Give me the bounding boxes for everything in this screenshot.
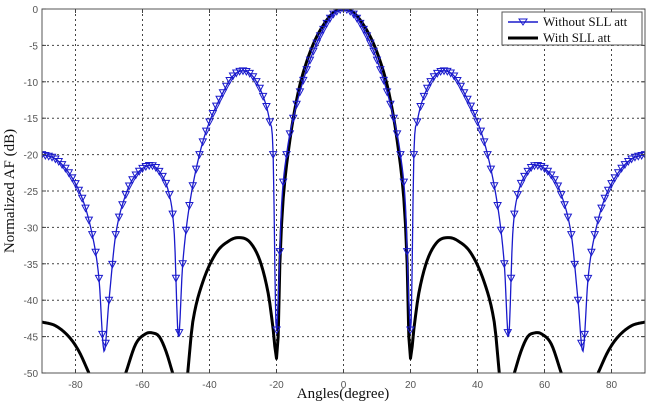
- grid-lines: [42, 9, 645, 373]
- svg-text:-80: -80: [68, 380, 83, 391]
- svg-text:-20: -20: [24, 151, 39, 162]
- legend-label-with-sll: With SLL att: [543, 30, 611, 45]
- legend-label-without-sll: Without SLL att: [543, 14, 628, 29]
- svg-text:0: 0: [341, 380, 347, 391]
- svg-text:40: 40: [472, 380, 484, 391]
- legend: Without SLL att With SLL att: [501, 11, 643, 46]
- triangle-down-marker-icon: [518, 18, 528, 26]
- axis-ticks: -80 -60 -40 -20 0 20 40 60 80 0 -5 -10 -15 -20 -25 -30 -…: [24, 5, 645, 391]
- x-axis-label: Angles(degree): [297, 386, 389, 402]
- svg-text:-40: -40: [202, 380, 217, 391]
- svg-text:-15: -15: [24, 114, 39, 125]
- svg-text:-10: -10: [24, 78, 39, 89]
- svg-text:-60: -60: [135, 380, 150, 391]
- svg-text:-45: -45: [24, 333, 39, 344]
- y-axis-label: Normalized AF (dB): [2, 129, 18, 253]
- svg-text:60: 60: [539, 380, 551, 391]
- svg-text:20: 20: [405, 380, 417, 391]
- svg-text:-25: -25: [24, 187, 39, 198]
- svg-text:-30: -30: [24, 223, 39, 234]
- plot-curves: [42, 9, 645, 373]
- svg-text:-50: -50: [24, 369, 39, 380]
- svg-text:80: 80: [606, 380, 618, 391]
- svg-text:-20: -20: [269, 380, 284, 391]
- svg-text:-40: -40: [24, 296, 39, 307]
- svg-text:-35: -35: [24, 260, 39, 271]
- svg-text:-5: -5: [29, 41, 38, 52]
- svg-text:0: 0: [32, 5, 38, 16]
